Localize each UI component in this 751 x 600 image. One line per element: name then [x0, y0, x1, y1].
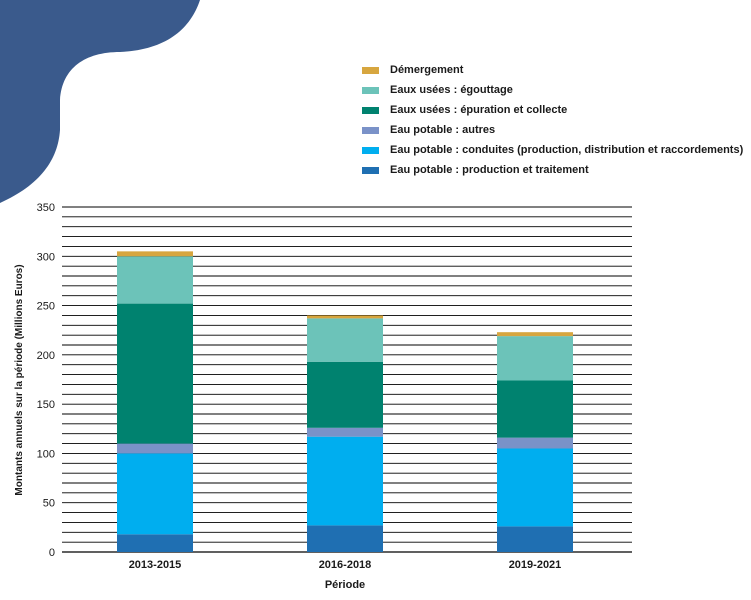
- bar-segment: [117, 303, 193, 444]
- bar-segment: [497, 526, 573, 552]
- x-tick-label: 2019-2021: [509, 559, 562, 571]
- y-tick-label: 200: [37, 350, 55, 362]
- legend-swatch: [362, 86, 379, 94]
- bar-segment: [497, 380, 573, 438]
- legend-label: Eaux usées : épuration et collecte: [390, 104, 568, 116]
- legend-label: Eau potable : production et traitement: [390, 164, 589, 176]
- y-tick-label: 250: [37, 301, 55, 313]
- y-tick-label: 150: [37, 399, 55, 411]
- x-axis-label: Période: [325, 579, 365, 591]
- legend: Démergement Eaux usées : égouttage Eaux …: [362, 60, 743, 180]
- x-tick-label: 2013-2015: [129, 559, 182, 571]
- legend-swatch: [362, 166, 379, 174]
- bar-segment: [497, 332, 573, 337]
- legend-item-conduites: Eau potable : conduites (production, dis…: [362, 140, 743, 160]
- corner-shape: [0, 0, 200, 203]
- legend-label: Eau potable : conduites (production, dis…: [390, 144, 744, 156]
- y-tick-label: 100: [37, 448, 55, 460]
- y-tick-label: 350: [37, 202, 55, 214]
- legend-label: Démergement: [390, 64, 464, 76]
- bar-segment: [117, 534, 193, 552]
- bar-segment: [307, 318, 383, 362]
- legend-swatch: [362, 106, 379, 114]
- x-tick-label: 2016-2018: [319, 559, 372, 571]
- bars: [117, 251, 573, 552]
- bar-segment: [307, 315, 383, 319]
- legend-item-production: Eau potable : production et traitement: [362, 160, 743, 180]
- y-tick-label: 0: [49, 547, 55, 559]
- bar-segment: [117, 443, 193, 454]
- legend-item-egouttage: Eaux usées : égouttage: [362, 80, 743, 100]
- y-tick-labels: 0 50 100 150 200 250 300 350: [37, 202, 55, 559]
- bar-segment: [307, 525, 383, 552]
- y-axis-label: Montants annuels sur la période (Million…: [14, 264, 25, 495]
- bar-segment: [307, 361, 383, 428]
- legend-label: Eaux usées : égouttage: [390, 84, 513, 96]
- bar-segment: [497, 448, 573, 527]
- legend-swatch: [362, 66, 379, 74]
- y-tick-label: 50: [43, 498, 55, 510]
- x-tick-labels: 2013-2015 2016-2018 2019-2021: [129, 559, 562, 571]
- legend-item-demergement: Démergement: [362, 60, 743, 80]
- bar-segment: [117, 256, 193, 304]
- legend-swatch: [362, 146, 379, 154]
- legend-item-epuration: Eaux usées : épuration et collecte: [362, 100, 743, 120]
- bar-segment: [117, 453, 193, 535]
- bar-segment: [307, 427, 383, 437]
- bar-segment: [117, 251, 193, 257]
- bar-segment: [307, 436, 383, 526]
- legend-swatch: [362, 126, 379, 134]
- y-tick-label: 300: [37, 251, 55, 263]
- legend-item-eau-autres: Eau potable : autres: [362, 120, 743, 140]
- bar-segment: [497, 437, 573, 449]
- legend-label: Eau potable : autres: [390, 124, 496, 136]
- bar-segment: [497, 336, 573, 381]
